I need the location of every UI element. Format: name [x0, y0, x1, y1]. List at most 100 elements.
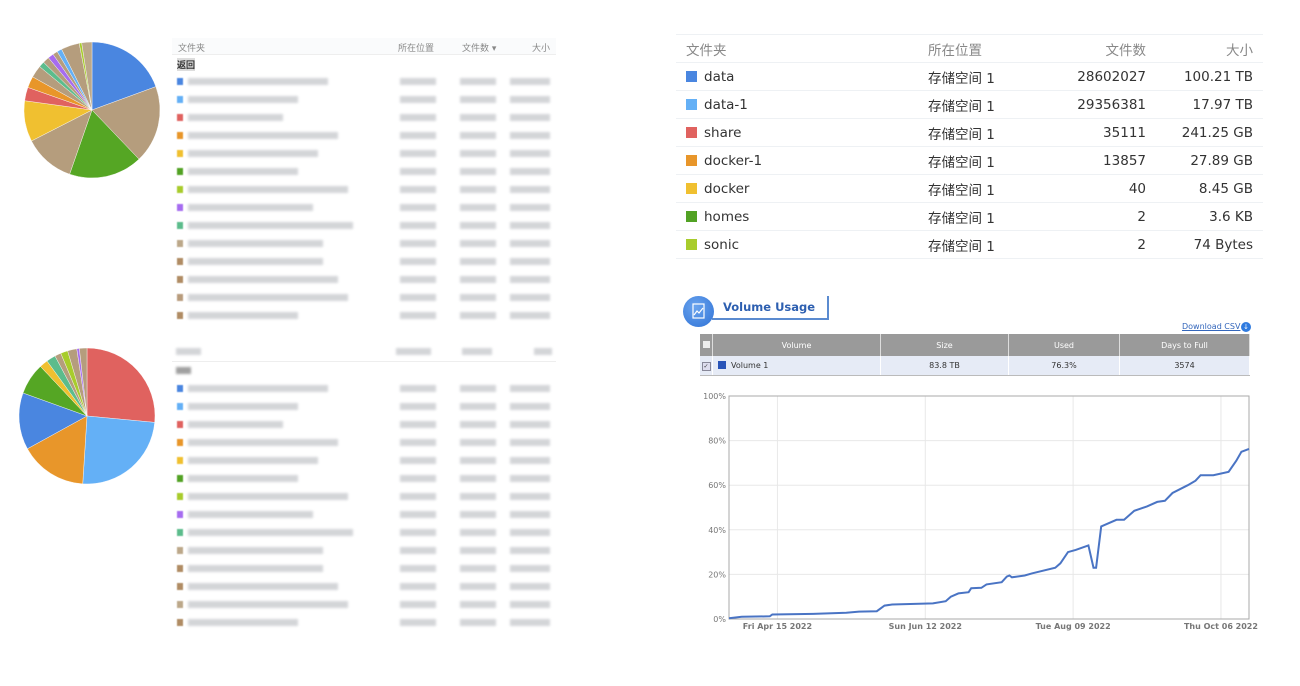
back-row[interactable]: 返回	[172, 55, 556, 73]
table-row[interactable]	[172, 307, 556, 325]
location-redacted	[400, 204, 436, 211]
download-csv-link[interactable]: Download CSV	[1182, 322, 1241, 331]
table-row[interactable]	[172, 596, 556, 614]
size-redacted	[510, 619, 550, 626]
table-row[interactable]: docker-1 存储空间 1 13857 27.89 GB	[676, 146, 1263, 175]
table-row[interactable]	[172, 289, 556, 307]
table-row[interactable]: ✓ Volume 1 83.8 TB 76.3% 3574	[700, 356, 1250, 376]
bottom-folder-table	[172, 345, 556, 632]
table-row[interactable]	[172, 488, 556, 506]
pie-slice[interactable]	[82, 415, 155, 485]
pie-slice[interactable]	[69, 109, 140, 179]
location-redacted	[400, 583, 436, 590]
pie-slice[interactable]	[86, 347, 156, 423]
x-tick-label: Sun Jun 12 2022	[889, 622, 962, 631]
folder-color-swatch	[177, 78, 183, 85]
x-tick-label: Tue Aug 09 2022	[1036, 622, 1111, 631]
table-row[interactable]	[172, 614, 556, 632]
folder-name: docker	[704, 180, 750, 197]
folder-color-swatch	[686, 154, 697, 166]
folder-color-swatch	[177, 439, 183, 446]
table-row[interactable]	[172, 91, 556, 109]
location-redacted	[400, 294, 436, 301]
size-redacted	[510, 186, 550, 193]
table-row[interactable]	[172, 560, 556, 578]
folder-location: 存储空间 1	[918, 174, 1038, 203]
table-row[interactable]	[172, 181, 556, 199]
table-row[interactable]	[172, 199, 556, 217]
folder-name-redacted	[188, 258, 323, 265]
table-row[interactable]	[172, 524, 556, 542]
download-icon[interactable]: ↓	[1241, 322, 1251, 332]
table-row[interactable]	[172, 380, 556, 398]
table-row[interactable]	[172, 145, 556, 163]
folder-color-swatch	[177, 457, 183, 464]
header-days[interactable]: Days to Full	[1119, 334, 1250, 356]
table-row[interactable]: homes 存储空间 1 2 3.6 KB	[676, 202, 1263, 231]
folder-name-redacted	[188, 565, 323, 572]
location-redacted	[400, 96, 436, 103]
table-row[interactable]	[172, 109, 556, 127]
table-row[interactable]	[172, 416, 556, 434]
table-row[interactable]	[172, 506, 556, 524]
header-files[interactable]: 文件数	[1038, 34, 1156, 63]
select-all-checkbox[interactable]	[700, 334, 713, 356]
table-row[interactable]	[172, 163, 556, 181]
folder-name-redacted	[188, 132, 338, 139]
pie-slice[interactable]	[81, 41, 93, 111]
pie-slice[interactable]	[91, 41, 157, 111]
table-row[interactable]	[172, 542, 556, 560]
row-checkbox[interactable]: ✓	[700, 356, 713, 376]
header-folder[interactable]: 文件夹	[676, 34, 918, 63]
header-location[interactable]: 所在位置	[918, 34, 1038, 63]
table-row[interactable]	[172, 271, 556, 289]
pie-slice[interactable]	[91, 86, 161, 160]
volume-name: Volume 1	[731, 361, 769, 370]
table-row[interactable]	[172, 470, 556, 488]
back-link[interactable]: 返回	[177, 58, 196, 71]
size-redacted	[510, 222, 550, 229]
folder-name: docker-1	[704, 152, 763, 169]
folder-color-swatch	[177, 276, 183, 283]
folder-color-swatch	[177, 493, 183, 500]
header-folder[interactable]: 文件夹	[178, 44, 206, 54]
folder-file-count: 29356381	[1038, 90, 1156, 119]
pie-slice[interactable]	[79, 347, 88, 417]
table-row[interactable]: share 存储空间 1 35111 241.25 GB	[676, 118, 1263, 147]
table-row[interactable]: data 存储空间 1 28602027 100.21 TB	[676, 62, 1263, 91]
pie-slice[interactable]	[18, 392, 88, 450]
size-redacted	[510, 493, 550, 500]
table-row[interactable]	[172, 452, 556, 470]
table-row[interactable]: sonic 存储空间 1 2 74 Bytes	[676, 230, 1263, 259]
header-size[interactable]: 大小	[1156, 34, 1263, 63]
table-row[interactable]	[172, 235, 556, 253]
header-used[interactable]: Used	[1008, 334, 1120, 356]
table-row[interactable]	[172, 127, 556, 145]
table-row[interactable]: data-1 存储空间 1 29356381 17.97 TB	[676, 90, 1263, 119]
table-row[interactable]	[172, 434, 556, 452]
header-volume[interactable]: Volume	[712, 334, 881, 356]
table-row[interactable]	[172, 253, 556, 271]
usage-series-line[interactable]	[728, 447, 1250, 620]
table-row[interactable]	[172, 398, 556, 416]
header-size[interactable]: 大小	[531, 44, 550, 54]
folder-color-swatch	[177, 403, 183, 410]
pie-slice[interactable]	[27, 415, 88, 485]
header-files[interactable]: 文件数 ▾	[462, 44, 497, 54]
table-row[interactable]	[172, 73, 556, 91]
table-row[interactable]	[172, 217, 556, 235]
header-files	[462, 348, 492, 355]
header-size[interactable]: Size	[880, 334, 1009, 356]
header-location[interactable]: 所在位置	[398, 44, 435, 54]
table-row[interactable]: docker 存储空间 1 40 8.45 GB	[676, 174, 1263, 203]
folder-color-swatch	[177, 619, 183, 626]
location-redacted	[400, 186, 436, 193]
volume-color-swatch	[718, 361, 726, 369]
location-redacted	[400, 276, 436, 283]
table-header: Volume Size Used Days to Full	[700, 334, 1250, 356]
file-count-redacted	[460, 475, 496, 482]
file-count-redacted	[460, 385, 496, 392]
back-row[interactable]	[172, 362, 556, 380]
table-row[interactable]	[172, 578, 556, 596]
back-link[interactable]	[176, 367, 191, 374]
